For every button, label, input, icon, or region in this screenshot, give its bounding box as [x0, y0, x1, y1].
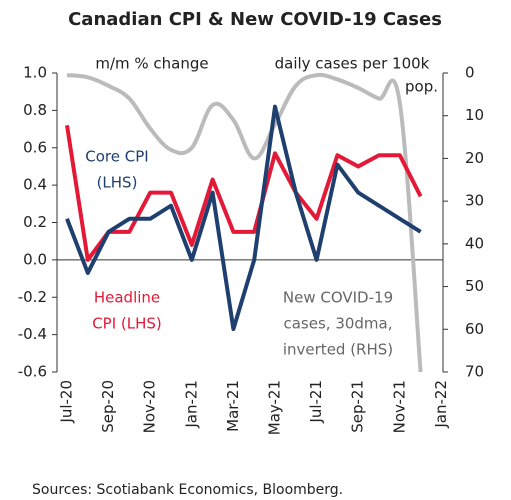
- y2-tick-label: 30: [465, 192, 484, 210]
- series-line: [66, 72, 423, 373]
- y2-tick-label: 50: [465, 277, 484, 295]
- y-tick-label: -0.2: [18, 288, 47, 306]
- x-tick-label: Nov-20: [141, 380, 159, 433]
- y2-axis-label: daily cases per 100k: [275, 55, 430, 73]
- annotation: Core CPI: [85, 148, 148, 166]
- annotation: cases, 30dma,: [283, 315, 392, 333]
- series-line: [65, 104, 422, 332]
- x-tick-label: Jul-21: [307, 380, 325, 424]
- annotation: inverted (RHS): [283, 341, 393, 359]
- y-tick-label: -0.6: [18, 363, 47, 381]
- y-tick-label: 0.2: [23, 213, 47, 231]
- annotation: (LHS): [97, 174, 138, 192]
- y-tick-label: 0.8: [23, 101, 47, 119]
- y2-tick-label: 20: [465, 149, 484, 167]
- y2-tick-label: 10: [465, 106, 484, 124]
- y2-tick-label: 0: [465, 64, 475, 82]
- annotation: Headline: [94, 289, 160, 307]
- x-tick-label: Jul-20: [58, 380, 76, 424]
- y-tick-label: 0.0: [23, 250, 47, 268]
- y-tick-label: 0.6: [23, 138, 47, 156]
- x-tick-label: Jan-22: [432, 380, 450, 429]
- y2-tick-label: 40: [465, 234, 484, 252]
- annotation: CPI (LHS): [92, 315, 162, 333]
- y-tick-label: 0.4: [23, 176, 47, 194]
- y2-axis-label: pop.: [405, 78, 438, 96]
- x-tick-label: Mar-21: [224, 380, 242, 432]
- series-line: [65, 125, 423, 262]
- y2-tick-label: 70: [465, 363, 484, 381]
- y-tick-label: -0.4: [18, 325, 47, 343]
- chart-title: Canadian CPI & New COVID-19 Cases: [68, 9, 442, 30]
- y-tick-label: 1.0: [23, 64, 47, 82]
- x-tick-label: May-21: [266, 380, 284, 435]
- y2-tick-label: 60: [465, 320, 484, 338]
- x-tick-label: Nov-21: [390, 380, 408, 433]
- x-tick-label: Jan-21: [182, 380, 200, 429]
- annotation: New COVID-19: [283, 289, 393, 307]
- x-tick-label: Sep-20: [99, 380, 117, 433]
- y-axis-label: m/m % change: [95, 55, 208, 73]
- source: Sources: Scotiabank Economics, Bloomberg…: [32, 482, 343, 498]
- x-tick-label: Sep-21: [349, 380, 367, 433]
